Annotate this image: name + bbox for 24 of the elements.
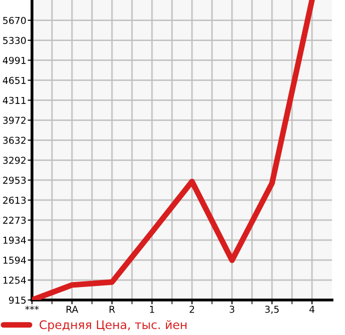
y-tick-label: 2613 [3, 196, 26, 204]
x-tick-label: 4 [309, 306, 314, 313]
legend-label: Средняя Цена, тыс. йен [40, 320, 186, 332]
x-tick-label: R [110, 306, 116, 313]
y-tick-label: 1934 [3, 236, 26, 244]
y-tick-label: 5330 [3, 36, 26, 44]
y-tick-label: 3292 [3, 156, 26, 164]
x-tick-label: RA [66, 306, 78, 313]
y-tick-label: 4651 [2, 76, 26, 84]
x-tick-label: 3,5 [265, 306, 279, 314]
x-tick-label: 3 [230, 306, 234, 313]
y-tick-label: 2953 [3, 176, 26, 184]
y-tick-label: 3972 [3, 116, 26, 124]
y-tick-label: 2273 [3, 216, 26, 224]
y-tick-label: 4991 [2, 56, 26, 64]
y-tick-label: 1594 [3, 256, 26, 264]
y-tick-label: 1254 [3, 276, 26, 284]
y-tick-label: 915 [9, 296, 26, 304]
x-tick-label: 2 [190, 306, 194, 313]
x-tick-label: 1 [150, 306, 154, 313]
y-tick-label: 5670 [3, 16, 26, 24]
x-tick-label: *** [25, 306, 39, 310]
y-tick-label: 4311 [2, 96, 26, 104]
y-tick-label: 3632 [3, 136, 26, 144]
